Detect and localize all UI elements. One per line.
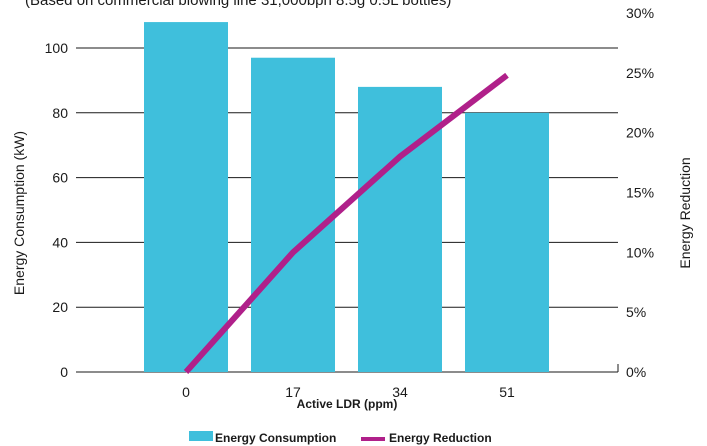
legend-swatch-consumption — [189, 431, 213, 441]
x-tick-label: 0 — [182, 384, 190, 400]
y-tick-label: 60 — [52, 170, 68, 186]
y2-tick-label: 5% — [626, 304, 646, 320]
legend-swatch-reduction — [361, 437, 385, 441]
y2-tick-label: 15% — [626, 185, 654, 201]
y2-tick-label: 0% — [626, 364, 646, 380]
y-tick-label: 40 — [52, 234, 68, 250]
bar — [144, 22, 228, 373]
left-axis-ticks: 0 20 40 60 80 100 — [45, 40, 69, 380]
y2-tick-label: 30% — [626, 5, 654, 21]
bar — [465, 112, 549, 373]
x-axis-ticks: 0 17 34 51 — [182, 384, 515, 400]
reduction-line-group — [183, 72, 509, 374]
x-tick-label: 51 — [499, 384, 515, 400]
legend: Energy Consumption Energy Reduction — [189, 431, 492, 445]
y-tick-label: 100 — [45, 40, 69, 56]
y2-tick-label: 25% — [626, 65, 654, 81]
right-axis-ticks: 0% 5% 10% 15% 20% 25% 30% — [617, 5, 654, 380]
x-axis-title: Active LDR (ppm) — [297, 397, 398, 411]
y-axis-title: Energy Consumption (kW) — [11, 131, 27, 295]
legend-label-consumption: Energy Consumption — [215, 431, 336, 445]
y-tick-label: 20 — [52, 299, 68, 315]
bar — [358, 86, 442, 372]
x-tick-label: 17 — [285, 384, 301, 400]
y2-tick-label: 10% — [626, 244, 654, 260]
bars — [144, 22, 549, 373]
y-tick-label: 0 — [60, 364, 68, 380]
y2-tick-label: 20% — [626, 125, 654, 141]
legend-label-reduction: Energy Reduction — [389, 431, 492, 445]
reduction-line — [183, 72, 509, 374]
y2-axis-title: Energy Reduction — [677, 157, 693, 268]
x-tick-label: 34 — [392, 384, 408, 400]
chart-subtitle: (Based on commercial blowing line 31,000… — [25, 0, 451, 9]
y-tick-label: 80 — [52, 105, 68, 121]
bar — [251, 57, 335, 372]
